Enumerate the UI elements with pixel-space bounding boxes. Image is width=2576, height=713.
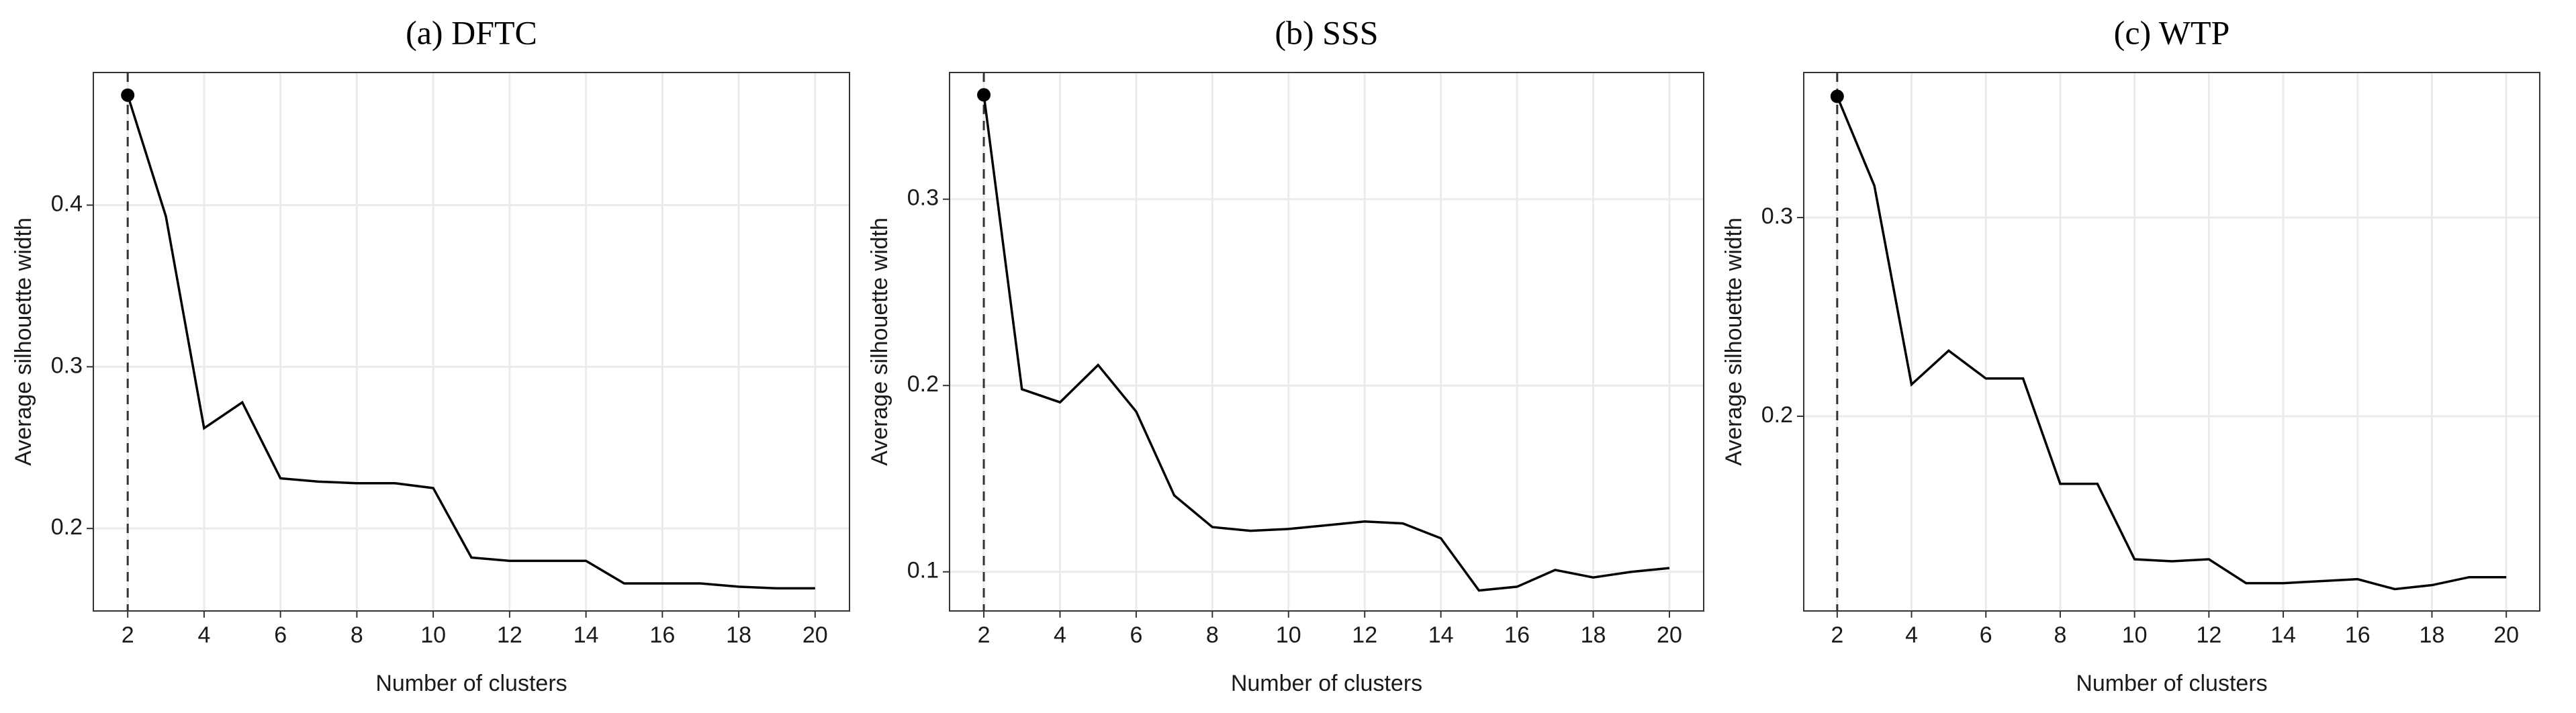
y-axis-title: Average silhouette width: [1721, 218, 1747, 466]
x-tick-label: 18: [1581, 622, 1606, 648]
x-tick-label: 4: [1905, 622, 1918, 648]
x-tick-label: 16: [2345, 622, 2371, 648]
chart-title: (b) SSS: [1275, 13, 1378, 51]
y-tick-label: 0.2: [1761, 402, 1793, 428]
x-tick-label: 6: [274, 622, 287, 648]
x-tick-label: 18: [2420, 622, 2445, 648]
x-tick-label: 2: [122, 622, 134, 648]
x-tick-label: 4: [1054, 622, 1066, 648]
line: [1836, 95, 2507, 591]
x-tick-label: 8: [1206, 622, 1219, 648]
y-tick-label: 0.3: [907, 185, 939, 211]
x-axis-title: Number of clusters: [375, 671, 567, 696]
y-tick-label: 0.1: [907, 558, 939, 583]
x-tick-label: 18: [726, 622, 751, 648]
x-tick-label: 12: [497, 622, 522, 648]
x-tick-label: 8: [351, 622, 363, 648]
x-tick-label: 10: [420, 622, 446, 648]
x-tick-label: 10: [1276, 622, 1301, 648]
y-tick-label: 0.3: [51, 352, 83, 378]
x-tick-label: 14: [1428, 622, 1454, 648]
x-tick-label: 12: [1352, 622, 1377, 648]
x-tick-label: 2: [978, 622, 991, 648]
x-tick-label: 14: [2270, 622, 2296, 648]
x-tick-label: 6: [1980, 622, 1992, 648]
y-tick-label: 0.2: [51, 514, 83, 540]
max-point: [1830, 89, 1844, 103]
x-tick-label: 16: [1504, 622, 1530, 648]
y-axis-title: Average silhouette width: [11, 218, 36, 466]
x-tick-label: 10: [2122, 622, 2148, 648]
x-tick-label: 2: [1831, 622, 1843, 648]
max-point: [121, 88, 135, 102]
y-tick-label: 0.2: [907, 371, 939, 397]
chart-title: (c) WTP: [2114, 13, 2230, 51]
max-point: [977, 88, 991, 102]
x-tick-label: 20: [2493, 622, 2519, 648]
plot-background: [1804, 73, 2540, 611]
x-axis-title: Number of clusters: [2076, 671, 2267, 696]
x-tick-label: 12: [2196, 622, 2221, 648]
line: [126, 95, 815, 590]
x-tick-label: 4: [197, 622, 210, 648]
plot-border: [949, 72, 1704, 612]
plot-border: [93, 72, 850, 612]
y-axis-title: Average silhouette width: [867, 218, 892, 466]
x-axis-title: Number of clusters: [1231, 671, 1422, 696]
plot-border: [1803, 72, 2540, 612]
x-tick-label: 20: [1657, 622, 1682, 648]
x-tick-label: 20: [802, 622, 828, 648]
y-tick-label: 0.4: [51, 191, 83, 216]
x-tick-label: 14: [573, 622, 599, 648]
y-tick-label: 0.3: [1761, 203, 1793, 229]
chart-title: (a) DFTC: [406, 13, 537, 51]
x-tick-label: 8: [2054, 622, 2066, 648]
x-tick-label: 6: [1130, 622, 1142, 648]
plot-background: [950, 73, 1704, 611]
line: [982, 95, 1670, 592]
plot-background: [93, 73, 849, 611]
x-tick-label: 16: [649, 622, 675, 648]
